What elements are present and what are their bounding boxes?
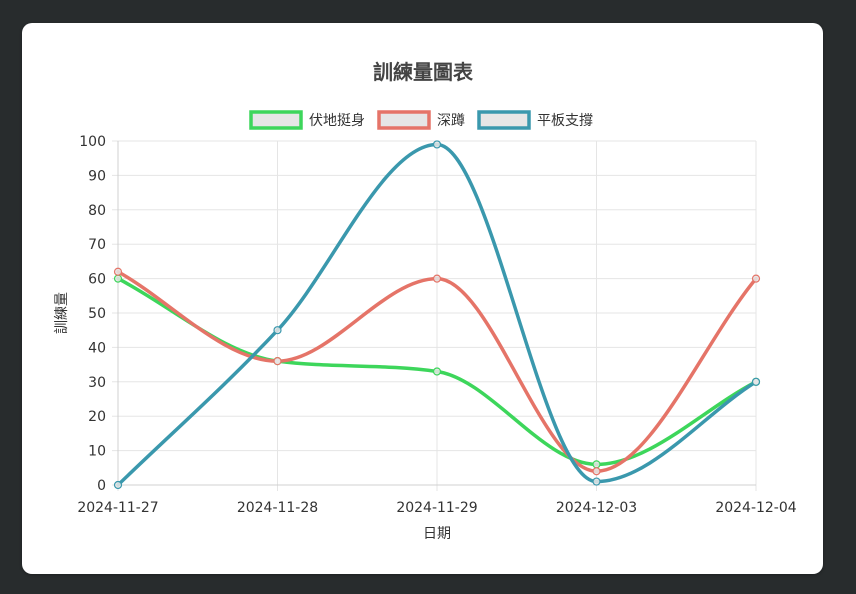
x-axis-title: 日期: [423, 526, 451, 542]
chart-grid: [112, 140, 757, 491]
y-tick-label: 40: [88, 340, 106, 356]
y-tick-label: 10: [88, 444, 106, 460]
y-tick-label: 30: [88, 375, 106, 391]
y-tick-label: 60: [88, 272, 106, 288]
legend-label: 伏地挺身: [309, 113, 365, 129]
legend-item-1[interactable]: 深蹲: [377, 110, 465, 130]
data-point[interactable]: [432, 367, 442, 376]
legend-swatch: [477, 110, 531, 130]
legend-label: 平板支撐: [537, 113, 593, 129]
y-tick-label: 20: [88, 409, 106, 425]
y-tick-label: 90: [88, 168, 106, 184]
data-point[interactable]: [273, 357, 282, 366]
data-point[interactable]: [432, 274, 442, 283]
data-point[interactable]: [751, 274, 761, 283]
y-tick-label: 80: [88, 203, 106, 219]
data-point[interactable]: [592, 467, 601, 476]
data-point[interactable]: [432, 140, 442, 149]
x-tick-label: 2024-12-04: [715, 500, 796, 516]
chart-title: 訓練量圖表: [373, 60, 474, 84]
x-tick-label: 2024-12-03: [556, 500, 637, 516]
chart-legend: 伏地挺身 深蹲 平板支撐: [249, 110, 593, 130]
x-tick-label: 2024-11-28: [237, 500, 318, 516]
x-tick-label: 2024-11-29: [396, 500, 477, 516]
series-line-1: [116, 269, 758, 473]
legend-item-2[interactable]: 平板支撐: [477, 110, 593, 130]
y-axis-ticks: 0 10 20 30 40 50 60 70 80 90 100: [79, 134, 106, 494]
data-point[interactable]: [273, 326, 282, 335]
data-point[interactable]: [751, 377, 761, 386]
y-tick-label: 0: [97, 478, 106, 494]
legend-label: 深蹲: [437, 113, 465, 129]
series-line-2: [116, 142, 758, 487]
legend-swatch: [249, 110, 303, 130]
series-points: [113, 140, 761, 490]
data-point[interactable]: [113, 480, 123, 490]
y-tick-label: 100: [79, 134, 106, 150]
legend-swatch: [377, 110, 431, 130]
legend-item-0[interactable]: 伏地挺身: [249, 110, 365, 130]
data-point[interactable]: [113, 267, 123, 276]
data-point[interactable]: [113, 274, 123, 283]
y-tick-label: 70: [88, 237, 106, 253]
y-axis-title: 訓練量: [54, 292, 70, 334]
data-point[interactable]: [592, 460, 601, 469]
y-tick-label: 50: [88, 306, 106, 322]
data-point[interactable]: [592, 477, 601, 486]
x-tick-label: 2024-11-27: [77, 500, 158, 516]
x-axis-ticks: 2024-11-27 2024-11-28 2024-11-29 2024-12-03…: [77, 500, 796, 516]
